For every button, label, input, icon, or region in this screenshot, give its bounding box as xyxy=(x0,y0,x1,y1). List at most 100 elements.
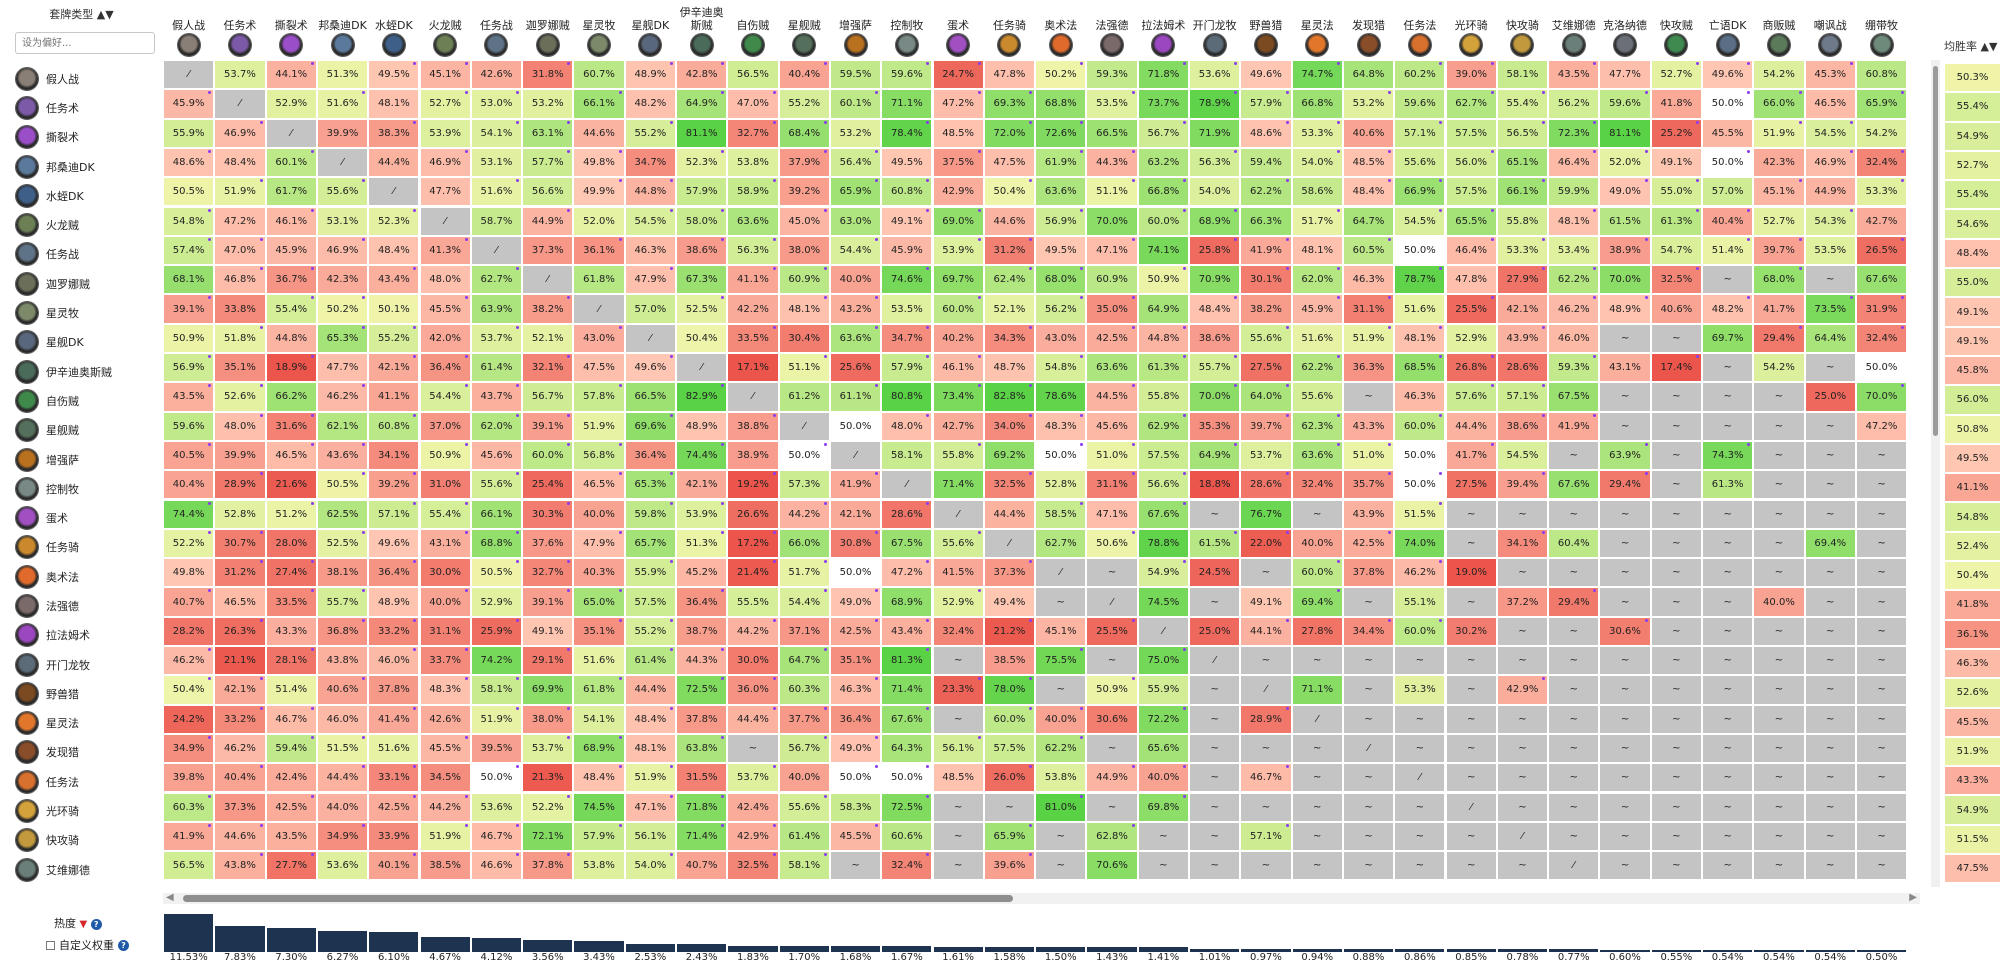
matchup-cell[interactable]: 57.4% xyxy=(164,236,214,265)
matchup-cell[interactable]: 49.8% xyxy=(164,559,214,587)
matchup-cell[interactable]: 62.8% xyxy=(1087,822,1137,851)
matchup-cell[interactable]: ~ xyxy=(1446,588,1496,616)
matchup-cell[interactable]: ~ xyxy=(1651,793,1701,821)
matchup-cell[interactable]: ~ xyxy=(1651,734,1701,763)
matchup-cell[interactable]: 49.5% xyxy=(1036,236,1086,265)
matchup-cell[interactable]: 39.8% xyxy=(164,764,214,792)
matchup-cell[interactable]: 68.9% xyxy=(574,734,624,763)
matchup-cell[interactable]: 50.0% xyxy=(830,559,881,587)
matchup-cell[interactable]: ~ xyxy=(1138,822,1188,851)
matchup-cell[interactable]: 48.1% xyxy=(369,90,419,118)
matchup-cell[interactable]: ~ xyxy=(1446,705,1496,733)
matchup-cell[interactable]: 54.3% xyxy=(1805,207,1855,235)
matchup-cell[interactable]: 35.1% xyxy=(215,354,265,382)
matchup-cell[interactable]: 64.7% xyxy=(779,647,829,675)
matchup-cell[interactable]: 73.7% xyxy=(1138,90,1188,118)
matchup-cell[interactable]: 41.1% xyxy=(728,266,778,294)
matchup-cell[interactable]: 42.2% xyxy=(728,295,778,323)
matchup-cell[interactable]: 54.8% xyxy=(1036,354,1086,382)
matchup-cell[interactable]: 45.1% xyxy=(420,61,470,89)
matchup-cell[interactable]: 34.7% xyxy=(882,324,932,352)
row-label[interactable]: 快攻骑 xyxy=(0,826,163,855)
matchup-cell[interactable]: ⁄ xyxy=(1395,764,1445,792)
matchup-cell[interactable]: 63.6% xyxy=(1087,354,1137,382)
matchup-cell[interactable]: 65.5% xyxy=(1446,207,1496,235)
matchup-cell[interactable]: 63.9% xyxy=(471,295,522,323)
matchup-cell[interactable]: ~ xyxy=(1446,764,1496,792)
matchup-cell[interactable]: 62.2% xyxy=(1292,354,1342,382)
row-label[interactable]: 撕裂术 xyxy=(0,123,163,152)
matchup-cell[interactable]: ~ xyxy=(1856,471,1907,499)
matchup-cell[interactable]: 53.8% xyxy=(574,852,624,880)
column-header[interactable]: 星灵牧 xyxy=(573,0,624,60)
matchup-cell[interactable]: ~ xyxy=(1343,647,1394,675)
matchup-cell[interactable]: 28.6% xyxy=(1497,354,1548,382)
matchup-cell[interactable]: ~ xyxy=(1549,617,1599,645)
matchup-cell[interactable]: 31.8% xyxy=(523,61,573,89)
matchup-cell[interactable]: 53.7% xyxy=(728,764,778,792)
matchup-cell[interactable]: ~ xyxy=(1805,705,1855,733)
matchup-cell[interactable]: 47.1% xyxy=(625,793,675,821)
matchup-cell[interactable]: 61.1% xyxy=(830,383,881,411)
matchup-cell[interactable]: 40.4% xyxy=(215,764,265,792)
matchup-cell[interactable]: 55.0% xyxy=(1651,178,1701,206)
matchup-cell[interactable]: 68.9% xyxy=(1190,207,1240,235)
column-header[interactable]: 克洛纳德 xyxy=(1599,0,1650,60)
matchup-cell[interactable]: ~ xyxy=(1190,705,1240,733)
matchup-cell[interactable]: ~ xyxy=(1754,705,1804,733)
matchup-cell[interactable]: 40.1% xyxy=(369,852,419,880)
matchup-cell[interactable]: 73.4% xyxy=(933,383,983,411)
matchup-cell[interactable]: 71.4% xyxy=(882,676,932,704)
vertical-scrollbar[interactable] xyxy=(1931,60,1940,887)
matchup-cell[interactable]: 55.4% xyxy=(1497,90,1548,118)
matchup-cell[interactable]: 51.8% xyxy=(215,324,265,352)
matchup-cell[interactable]: 31.1% xyxy=(420,617,470,645)
column-header[interactable]: 亡语DK xyxy=(1702,0,1753,60)
matchup-cell[interactable]: 53.3% xyxy=(1497,236,1548,265)
matchup-cell[interactable]: 56.5% xyxy=(1497,119,1548,147)
matchup-cell[interactable]: 40.6% xyxy=(317,676,368,704)
matchup-cell[interactable]: 46.0% xyxy=(317,705,368,733)
matchup-cell[interactable]: 25.0% xyxy=(1190,617,1240,645)
matchup-cell[interactable]: 54.5% xyxy=(1805,119,1855,147)
matchup-cell[interactable]: 51.7% xyxy=(779,559,829,587)
matchup-cell[interactable]: 30.3% xyxy=(523,500,573,528)
matchup-cell[interactable]: ~ xyxy=(1600,705,1650,733)
matchup-cell[interactable]: 46.4% xyxy=(1446,236,1496,265)
matchup-cell[interactable]: 38.0% xyxy=(779,236,829,265)
matchup-cell[interactable]: 68.5% xyxy=(1395,354,1445,382)
column-header[interactable]: 发现猎 xyxy=(1343,0,1394,60)
matchup-cell[interactable]: ~ xyxy=(1241,734,1291,763)
matchup-cell[interactable]: 28.9% xyxy=(1241,705,1291,733)
matchup-cell[interactable]: ~ xyxy=(1856,559,1907,587)
matchup-cell[interactable]: 44.2% xyxy=(779,500,829,528)
matchup-cell[interactable]: 56.9% xyxy=(164,354,214,382)
matchup-cell[interactable]: ⁄ xyxy=(933,500,983,528)
matchup-cell[interactable]: 29.1% xyxy=(523,647,573,675)
matchup-cell[interactable]: 31.6% xyxy=(266,412,316,440)
matchup-cell[interactable]: 43.8% xyxy=(317,647,368,675)
matchup-cell[interactable]: ~ xyxy=(1190,793,1240,821)
matchup-cell[interactable]: ⁄ xyxy=(1497,822,1548,851)
matchup-cell[interactable]: 58.1% xyxy=(779,852,829,880)
matchup-cell[interactable]: 63.8% xyxy=(677,734,727,763)
matchup-cell[interactable]: 62.2% xyxy=(1036,734,1086,763)
matchup-cell[interactable]: 37.8% xyxy=(677,705,727,733)
matchup-cell[interactable]: 68.8% xyxy=(471,529,522,558)
matchup-cell[interactable]: 52.2% xyxy=(523,793,573,821)
matchup-cell[interactable]: 71.4% xyxy=(933,471,983,499)
matchup-cell[interactable]: 64.3% xyxy=(882,734,932,763)
matchup-cell[interactable]: 48.5% xyxy=(933,119,983,147)
matchup-cell[interactable]: ~ xyxy=(1549,822,1599,851)
matchup-cell[interactable]: 28.6% xyxy=(1241,471,1291,499)
matchup-cell[interactable]: 37.6% xyxy=(523,529,573,558)
matchup-cell[interactable]: 38.0% xyxy=(523,705,573,733)
matchup-cell[interactable]: ~ xyxy=(1703,354,1753,382)
matchup-cell[interactable]: ~ xyxy=(1497,617,1548,645)
matchup-cell[interactable]: ~ xyxy=(1343,705,1394,733)
column-header[interactable]: 任务法 xyxy=(1394,0,1445,60)
matchup-cell[interactable]: 81.3% xyxy=(882,647,932,675)
matchup-cell[interactable]: 35.7% xyxy=(1343,471,1394,499)
matchup-cell[interactable]: 38.1% xyxy=(317,559,368,587)
matchup-cell[interactable]: 47.7% xyxy=(317,354,368,382)
